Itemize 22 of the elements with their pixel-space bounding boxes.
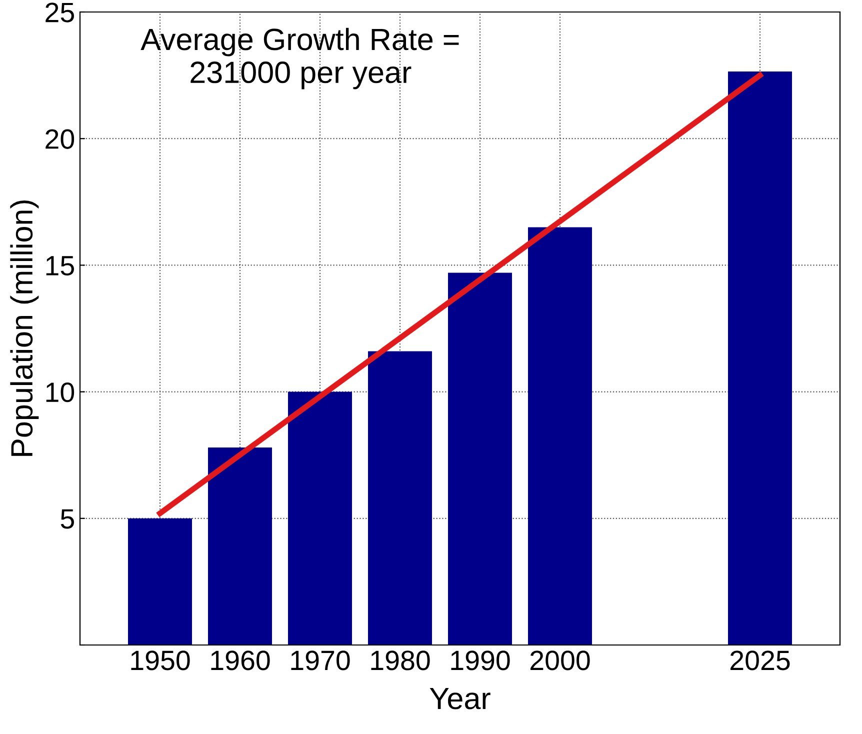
x-tick-label: 1960 (211, 650, 270, 670)
bar (128, 518, 192, 645)
x-tick-label: 1990 (451, 650, 510, 670)
x-tick-label: 1950 (131, 650, 190, 670)
x-tick-label: 2025 (730, 650, 790, 670)
y-tick-label: 15 (46, 256, 74, 276)
y-axis-title: Population (million) (10, 200, 39, 456)
x-tick-label: 1980 (371, 650, 430, 670)
bar (288, 392, 352, 645)
y-tick-label: 25 (46, 2, 74, 22)
y-tick-label: 10 (46, 382, 74, 402)
x-axis-title: Year (430, 688, 490, 710)
bar (728, 72, 792, 645)
annotation: Average Growth Rate = 231000 per year (140, 28, 459, 90)
y-tick-label: 5 (60, 509, 74, 529)
bar (208, 448, 272, 645)
x-tick-label: 2000 (530, 650, 590, 670)
x-tick-label: 1970 (291, 650, 350, 670)
bar (528, 227, 592, 645)
bar (448, 272, 512, 645)
bar (368, 351, 432, 645)
y-tick-label: 20 (46, 129, 74, 149)
